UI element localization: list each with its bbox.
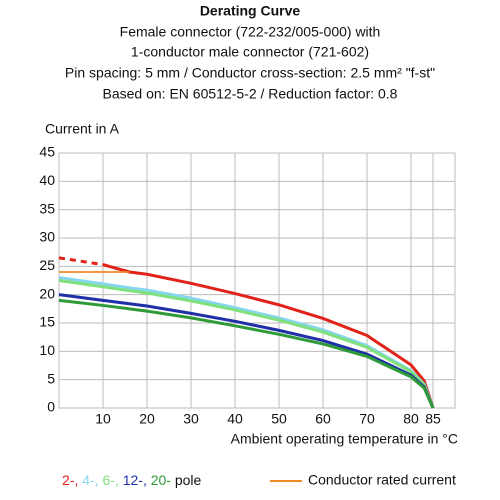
subtitle: Female connector (722-232/005-000) with [120, 24, 381, 40]
y-tick-label: 0 [47, 399, 55, 415]
x-tick-label: 80 [403, 411, 419, 427]
series-line [58, 298, 435, 409]
subtitle: 1-conductor male connector (721-602) [131, 44, 369, 60]
legend-entry: 6-, [102, 472, 118, 488]
chart-title: Derating Curve [200, 3, 301, 19]
y-tick-label: 10 [39, 342, 55, 358]
y-tick-label: 30 [39, 229, 55, 245]
y-tick-label: 15 [39, 314, 55, 330]
legend-suffix: pole [175, 472, 202, 488]
legend-entry: Conductor rated current [308, 472, 456, 488]
y-tick-label: 25 [39, 257, 55, 273]
y-tick-label: 5 [47, 370, 55, 386]
x-tick-label: 40 [227, 411, 243, 427]
subtitle: Pin spacing: 5 mm / Conductor cross-sect… [65, 65, 435, 81]
y-tick-label: 35 [39, 200, 55, 216]
subtitle: Based on: EN 60512-5-2 / Reduction facto… [103, 86, 398, 102]
y-tick-label: 20 [39, 285, 55, 301]
x-tick-label: 60 [315, 411, 331, 427]
x-tick-label: 20 [139, 411, 155, 427]
x-axis-label: Ambient operating temperature in °C [231, 431, 458, 447]
y-tick-label: 40 [39, 172, 55, 188]
x-tick-label: 70 [359, 411, 375, 427]
x-tick-label: 50 [271, 411, 287, 427]
legend: 2-, 4-, 6-, 12-, 20- pole [62, 472, 202, 488]
y-axis-label: Current in A [45, 121, 120, 137]
series-line [58, 279, 435, 409]
x-tick-label: 30 [183, 411, 199, 427]
legend-entry: 4-, [82, 472, 98, 488]
series-line [102, 263, 435, 409]
series-line [58, 256, 130, 274]
legend-entry: 20- [151, 472, 172, 488]
x-tick-label: 10 [95, 411, 111, 427]
legend-entry: 2-, [62, 472, 78, 488]
y-tick-label: 45 [39, 144, 55, 160]
x-tick-label: 85 [425, 411, 441, 427]
legend-entry: 12-, [123, 472, 147, 488]
